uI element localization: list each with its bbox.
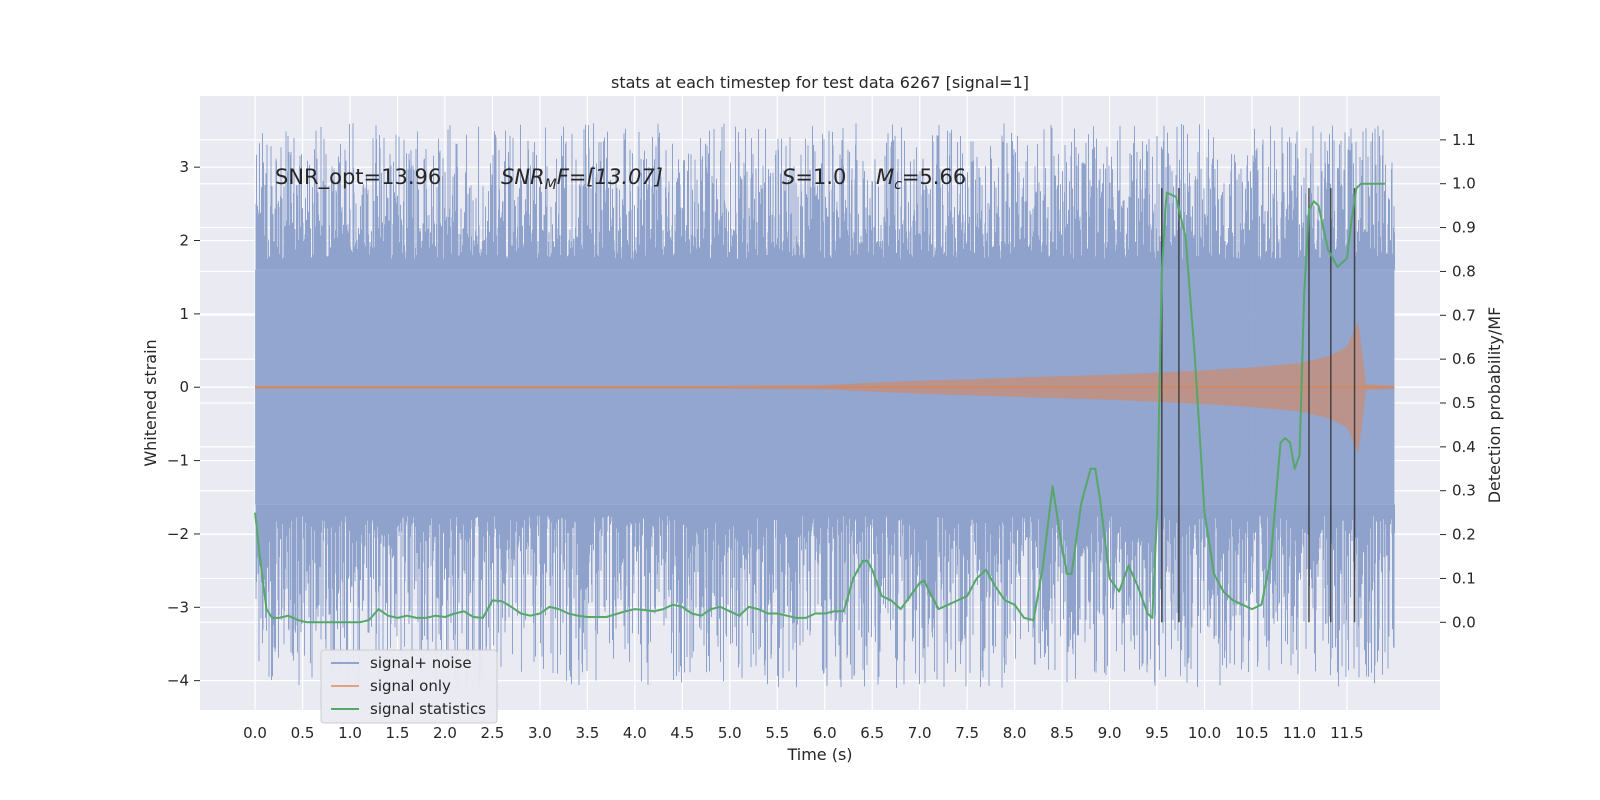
y-tick-label: −1 <box>167 452 189 470</box>
y-right-tick-label: 0.3 <box>1452 482 1476 500</box>
y-tick-label: −2 <box>167 525 189 543</box>
statistics-line <box>254 182 1385 624</box>
x-tick-label: 1.5 <box>386 724 410 742</box>
x-tick-label: 11.0 <box>1283 724 1316 742</box>
x-tick-label: 11.5 <box>1330 724 1363 742</box>
y-right-tick-label: 0.4 <box>1452 438 1476 456</box>
y-tick-label: 1 <box>179 305 189 323</box>
y-right-tick-label: 0.5 <box>1452 394 1476 412</box>
annotation-snr-mf-subscript: M <box>545 177 557 193</box>
x-tick-label: 3.0 <box>528 724 552 742</box>
x-tick-label: 1.0 <box>338 724 362 742</box>
y-tick-label: −4 <box>167 672 189 690</box>
y-right-tick-label: 0.0 <box>1452 613 1476 631</box>
annotation-mc-rest: =5.66 <box>902 165 966 189</box>
y-tick-label: 3 <box>179 158 189 176</box>
y-tick-label: 0 <box>179 378 189 396</box>
annotation-snr-opt: SNR_opt=13.96 <box>275 165 441 190</box>
y-right-tick-label: 0.9 <box>1452 219 1476 237</box>
x-tick-label: 4.5 <box>670 724 694 742</box>
noise-upper-spikes <box>255 123 1395 270</box>
legend: signal+ noise signal only signal statist… <box>320 649 498 724</box>
y-tick-label: 2 <box>179 232 189 250</box>
x-tick-label: 5.5 <box>765 724 789 742</box>
annotations: SNR_opt=13.96 SNRMF=[13.07] S=1.0 Mc=5.6… <box>275 165 966 193</box>
legend-label-signal-plus-noise: signal+ noise <box>370 654 472 672</box>
annotation-mc-symbol: M <box>876 165 894 189</box>
chart-title: stats at each timestep for test data 626… <box>611 73 1029 92</box>
x-axis-label: Time (s) <box>786 745 852 764</box>
y-axis-ticks: −4 −3 −2 −1 0 1 2 3 <box>167 158 200 690</box>
x-tick-label: 10.5 <box>1235 724 1268 742</box>
x-tick-label: 2.0 <box>433 724 457 742</box>
y-right-tick-label: 0.7 <box>1452 306 1476 324</box>
x-tick-label: 10.0 <box>1188 724 1221 742</box>
x-tick-label: 9.5 <box>1145 724 1169 742</box>
x-axis-ticks: 0.0 0.5 1.0 1.5 2.0 2.5 3.0 3.5 4.0 4.5 5.0 5.5 6.0 6… <box>243 724 1364 742</box>
series-signal-only <box>255 321 1395 454</box>
x-tick-label: 0.5 <box>291 724 315 742</box>
x-tick-label: 6.0 <box>813 724 837 742</box>
y-axis-right-label: Detection probability/MF <box>1485 307 1504 504</box>
annotation-s: S=1.0 <box>782 165 846 189</box>
annotation-mc-subscript: c <box>894 177 902 193</box>
annotation-snr-mf-symbol: SNR <box>501 165 545 189</box>
x-tick-label: 8.0 <box>1003 724 1027 742</box>
x-tick-label: 7.5 <box>955 724 979 742</box>
y-right-tick-label: 0.8 <box>1452 262 1476 280</box>
annotation-snr-mf: SNRMF=[13.07] <box>501 165 663 193</box>
annotation-s-rest: =1.0 <box>795 165 846 189</box>
y-right-tick-label: 1.1 <box>1452 131 1476 149</box>
annotation-s-symbol: S <box>782 165 795 189</box>
x-tick-label: 2.5 <box>481 724 505 742</box>
y-right-tick-label: 0.2 <box>1452 526 1476 544</box>
y-axis-label: Whitened strain <box>141 339 160 466</box>
y-axis-right-ticks: 0.0 0.1 0.2 0.3 0.4 0.5 0.6 0.7 0.8 0.9 1.0 1.1 <box>1440 131 1476 631</box>
x-tick-label: 5.0 <box>718 724 742 742</box>
x-tick-label: 8.5 <box>1050 724 1074 742</box>
y-tick-label: −3 <box>167 598 189 616</box>
y-right-tick-label: 0.6 <box>1452 350 1476 368</box>
x-tick-label: 7.0 <box>908 724 932 742</box>
y-right-tick-label: 1.0 <box>1452 175 1476 193</box>
legend-box <box>320 649 498 724</box>
x-tick-label: 4.0 <box>623 724 647 742</box>
annotation-mc: Mc=5.66 <box>876 165 966 193</box>
x-tick-label: 9.0 <box>1098 724 1122 742</box>
legend-label-signal-only: signal only <box>370 677 451 695</box>
x-tick-label: 3.5 <box>575 724 599 742</box>
series-signal-statistics <box>254 182 1385 624</box>
annotation-snr-mf-rest: F=[13.07] <box>557 165 663 189</box>
y-right-tick-label: 0.1 <box>1452 569 1476 587</box>
x-tick-label: 0.0 <box>243 724 267 742</box>
x-tick-label: 6.5 <box>860 724 884 742</box>
legend-label-signal-statistics: signal statistics <box>370 700 486 718</box>
